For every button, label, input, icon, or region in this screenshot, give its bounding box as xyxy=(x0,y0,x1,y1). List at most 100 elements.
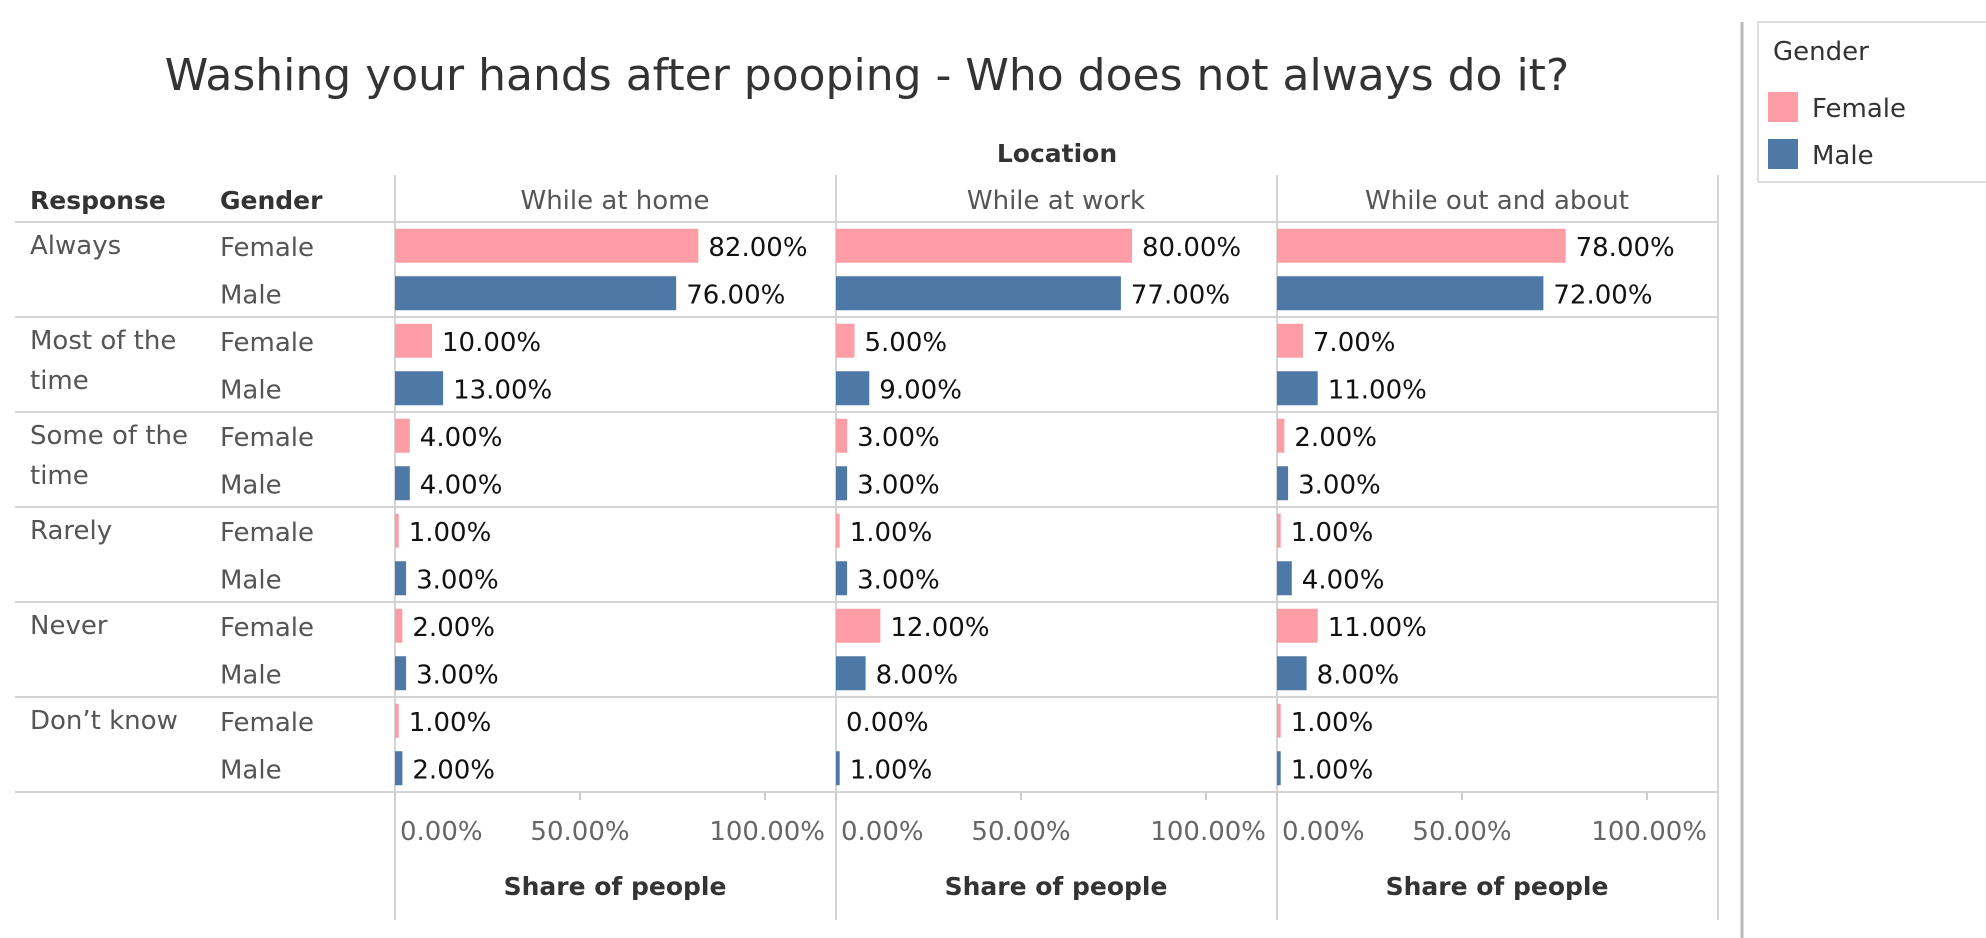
bar-female xyxy=(1277,418,1285,453)
bar-male xyxy=(395,561,407,596)
bar-female xyxy=(395,703,399,738)
bar-male xyxy=(1277,561,1292,596)
gender-label: Female xyxy=(220,518,314,548)
chart-title: Washing your hands after pooping - Who d… xyxy=(165,50,1570,101)
bar-female xyxy=(1277,513,1281,548)
x-axis-title: Share of people xyxy=(945,872,1168,901)
bar-male xyxy=(836,466,848,501)
location-header: While at home xyxy=(521,186,710,216)
data-label: 2.00% xyxy=(412,613,495,643)
data-label: 1.00% xyxy=(1291,708,1374,738)
bar-female xyxy=(836,228,1132,263)
data-label: 3.00% xyxy=(857,470,940,500)
data-label: 11.00% xyxy=(1328,375,1427,405)
bar-male xyxy=(395,276,677,311)
data-label: 3.00% xyxy=(1298,470,1381,500)
gender-label: Male xyxy=(220,565,282,595)
data-label: 5.00% xyxy=(865,328,948,358)
data-label: 1.00% xyxy=(1291,518,1374,548)
response-label: time xyxy=(30,461,89,491)
data-label: 13.00% xyxy=(453,375,552,405)
x-tick-label: 50.00% xyxy=(1412,817,1511,847)
row-header-gender: Gender xyxy=(220,186,323,215)
bar-male xyxy=(395,656,407,691)
legend-title: Gender xyxy=(1773,37,1869,67)
data-label: 3.00% xyxy=(416,660,499,690)
data-label: 11.00% xyxy=(1328,613,1427,643)
gender-label: Male xyxy=(220,280,282,310)
bar-female xyxy=(836,418,848,453)
bar-male xyxy=(395,466,410,501)
response-label: Some of the xyxy=(30,421,188,451)
x-tick-label: 0.00% xyxy=(841,817,924,847)
gender-label: Male xyxy=(220,755,282,785)
data-label: 77.00% xyxy=(1131,280,1230,310)
row-header-response: Response xyxy=(30,186,166,215)
x-tick-label: 100.00% xyxy=(709,817,825,847)
data-label: 10.00% xyxy=(442,328,541,358)
gender-label: Male xyxy=(220,470,282,500)
data-label: 4.00% xyxy=(420,423,503,453)
bar-female xyxy=(395,228,699,263)
bar-male xyxy=(1277,751,1281,786)
gender-label: Female xyxy=(220,328,314,358)
bar-male xyxy=(1277,276,1544,311)
data-label: 1.00% xyxy=(409,708,492,738)
data-label: 1.00% xyxy=(850,755,933,785)
bar-female xyxy=(395,323,432,358)
response-label: time xyxy=(30,366,89,396)
bar-male xyxy=(1277,656,1307,691)
data-label: 4.00% xyxy=(1302,565,1385,595)
column-group-label: Location xyxy=(997,139,1117,168)
bar-male xyxy=(836,371,870,406)
bar-female xyxy=(836,513,840,548)
bar-female xyxy=(395,418,410,453)
response-label: Always xyxy=(30,231,121,261)
data-label: 0.00% xyxy=(846,708,929,738)
data-label: 80.00% xyxy=(1142,233,1241,263)
x-tick-label: 100.00% xyxy=(1591,817,1707,847)
data-label: 4.00% xyxy=(420,470,503,500)
bar-female xyxy=(395,608,403,643)
bar-male xyxy=(395,751,403,786)
data-label: 8.00% xyxy=(1317,660,1400,690)
bar-male xyxy=(1277,371,1318,406)
x-tick-label: 50.00% xyxy=(530,817,629,847)
legend-swatch-male xyxy=(1768,139,1798,169)
bar-male xyxy=(395,371,444,406)
response-label: Never xyxy=(30,611,108,641)
data-label: 7.00% xyxy=(1313,328,1396,358)
location-header: While at work xyxy=(967,186,1145,216)
response-label: Most of the xyxy=(30,326,176,356)
gender-label: Male xyxy=(220,660,282,690)
x-tick-label: 100.00% xyxy=(1150,817,1266,847)
gender-label: Female xyxy=(220,233,314,263)
data-label: 1.00% xyxy=(409,518,492,548)
data-label: 2.00% xyxy=(412,755,495,785)
data-label: 72.00% xyxy=(1553,280,1652,310)
data-label: 8.00% xyxy=(876,660,959,690)
bar-female xyxy=(1277,228,1566,263)
x-tick-label: 0.00% xyxy=(1282,817,1365,847)
data-label: 3.00% xyxy=(857,565,940,595)
data-label: 76.00% xyxy=(686,280,785,310)
bar-female xyxy=(1277,703,1281,738)
data-label: 3.00% xyxy=(416,565,499,595)
bar-male xyxy=(836,561,848,596)
bar-female xyxy=(836,323,855,358)
bar-female xyxy=(836,608,881,643)
data-label: 78.00% xyxy=(1576,233,1675,263)
data-label: 3.00% xyxy=(857,423,940,453)
response-label: Don’t know xyxy=(30,706,178,736)
bar-male xyxy=(1277,466,1289,501)
location-header: While out and about xyxy=(1365,186,1629,216)
gender-label: Female xyxy=(220,708,314,738)
data-label: 1.00% xyxy=(1291,755,1374,785)
gender-label: Female xyxy=(220,613,314,643)
bar-male xyxy=(836,751,840,786)
legend-item-label: Male xyxy=(1812,141,1874,171)
gender-label: Male xyxy=(220,375,282,405)
data-label: 82.00% xyxy=(708,233,807,263)
bar-female xyxy=(1277,608,1318,643)
